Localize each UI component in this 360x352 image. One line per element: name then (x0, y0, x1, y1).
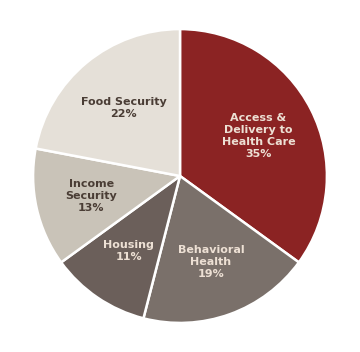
Wedge shape (36, 29, 180, 176)
Text: Access &
Delivery to
Health Care
35%: Access & Delivery to Health Care 35% (222, 113, 295, 159)
Text: Housing
11%: Housing 11% (103, 240, 154, 262)
Wedge shape (33, 149, 180, 262)
Wedge shape (61, 176, 180, 318)
Text: Income
Security
13%: Income Security 13% (65, 179, 117, 213)
Wedge shape (144, 176, 299, 323)
Wedge shape (180, 29, 327, 262)
Text: Behavioral
Health
19%: Behavioral Health 19% (177, 245, 244, 279)
Text: Food Security
22%: Food Security 22% (81, 97, 167, 119)
